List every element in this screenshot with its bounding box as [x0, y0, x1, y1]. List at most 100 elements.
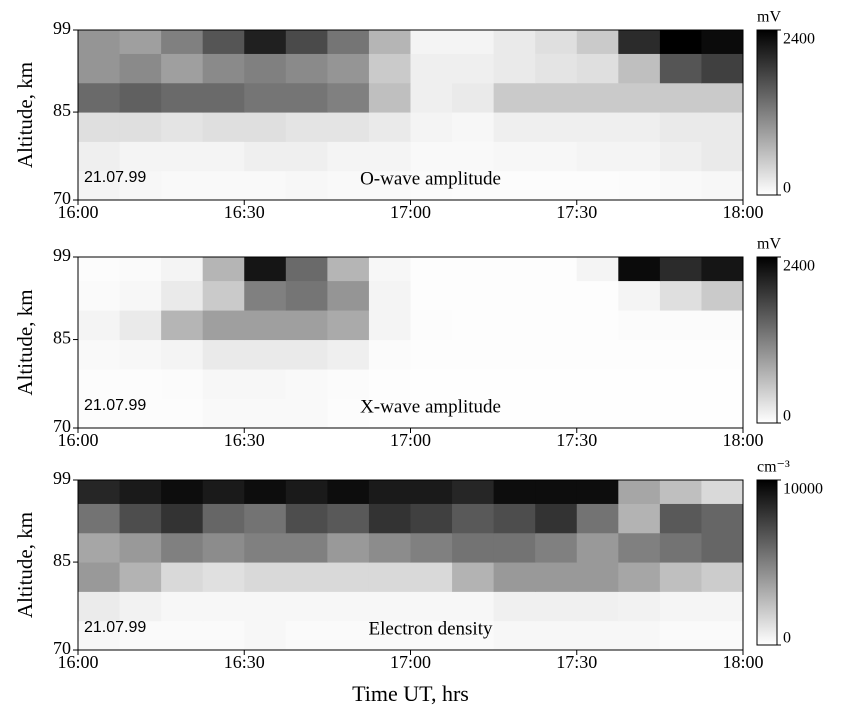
heatmap-cell	[535, 398, 578, 429]
heatmap-cell	[576, 398, 619, 429]
heatmap-cell	[119, 369, 162, 400]
panel-label: X-wave amplitude	[360, 396, 501, 417]
heatmap-cell	[368, 339, 411, 370]
heatmap-cell	[452, 503, 495, 534]
heatmap-cell	[119, 591, 162, 622]
heatmap-cell	[701, 398, 744, 429]
heatmap-cell	[410, 170, 453, 201]
heatmap-cell	[327, 532, 370, 563]
heatmap-cell	[493, 339, 536, 370]
heatmap-cell	[452, 591, 495, 622]
heatmap-cell	[701, 310, 744, 341]
x-tick-label: 16:30	[224, 430, 265, 450]
heatmap-cell	[119, 398, 162, 429]
heatmap-cell	[368, 369, 411, 400]
heatmap-cell	[285, 112, 328, 142]
heatmap-cell	[285, 339, 328, 370]
heatmap-cell	[535, 532, 578, 563]
heatmap-cell	[327, 82, 370, 113]
heatmap-cell	[452, 257, 495, 282]
x-tick-label: 17:00	[390, 652, 431, 672]
heatmap-cell	[659, 82, 702, 113]
heatmap-cell	[701, 141, 744, 172]
heatmap-cell	[244, 170, 287, 201]
heatmap-cell	[285, 620, 328, 651]
heatmap-cell	[327, 562, 370, 592]
heatmap-cell	[452, 310, 495, 341]
heatmap-cell	[285, 30, 328, 54]
heatmap-cell	[368, 82, 411, 113]
heatmap-cell	[659, 280, 702, 311]
x-tick-label: 16:00	[57, 202, 98, 222]
heatmap-cell	[410, 82, 453, 113]
x-tick-label: 17:30	[556, 652, 597, 672]
heatmap-cell	[410, 398, 453, 429]
colorbar-tick-label: 0	[783, 630, 791, 647]
heatmap-cell	[410, 112, 453, 142]
heatmap-cell	[576, 82, 619, 113]
heatmap-cell	[368, 112, 411, 142]
colorbar	[756, 29, 778, 196]
heatmap-cell	[618, 141, 661, 172]
heatmap-cell	[119, 339, 162, 370]
heatmap-cell	[368, 532, 411, 563]
heatmap-cell	[202, 503, 245, 534]
date-label: 21.07.99	[84, 397, 146, 414]
heatmap-cell	[244, 591, 287, 622]
heatmap-cell	[452, 339, 495, 370]
heatmap-cell	[119, 620, 162, 651]
heatmap-cell	[701, 591, 744, 622]
x-tick-label: 16:00	[57, 652, 98, 672]
heatmap-cell	[576, 141, 619, 172]
heatmap-cell	[493, 141, 536, 172]
heatmap-cell	[285, 480, 328, 504]
heatmap-cell	[410, 532, 453, 563]
heatmap-cell	[410, 30, 453, 54]
heatmap-cell	[659, 591, 702, 622]
heatmap-cell	[452, 112, 495, 142]
colorbar-tick-label: 0	[783, 180, 791, 197]
heatmap-cell	[119, 532, 162, 563]
heatmap-cell	[576, 30, 619, 54]
heatmap-cell	[452, 480, 495, 504]
heatmap-cell	[202, 591, 245, 622]
heatmap-cell	[327, 257, 370, 282]
heatmap-cell	[244, 141, 287, 172]
heatmap-cell	[493, 82, 536, 113]
heatmap-cell	[659, 112, 702, 142]
heatmap-cell	[452, 562, 495, 592]
heatmap-cell	[659, 532, 702, 563]
heatmap-cell	[119, 480, 162, 504]
heatmap-cell	[78, 532, 121, 563]
heatmap-cell	[452, 532, 495, 563]
heatmap-cell	[452, 82, 495, 113]
heatmap-cell	[78, 503, 121, 534]
heatmap-cell	[452, 170, 495, 201]
heatmap-cell	[119, 141, 162, 172]
heatmap-cell	[618, 339, 661, 370]
heatmap-cell	[327, 53, 370, 84]
heatmap-cell	[244, 53, 287, 84]
heatmap-cell	[701, 620, 744, 651]
y-axis-label: Altitude, km	[13, 289, 37, 395]
heatmap-cell	[119, 503, 162, 534]
heatmap-cell	[618, 398, 661, 429]
heatmap-cell	[161, 112, 204, 142]
heatmap-cell	[576, 369, 619, 400]
heatmap-cell	[78, 310, 121, 341]
heatmap-cell	[410, 591, 453, 622]
heatmap-cell	[535, 141, 578, 172]
heatmap-cell	[327, 620, 370, 651]
heatmap-cell	[244, 480, 287, 504]
heatmap-cell	[618, 280, 661, 311]
heatmap-cell	[202, 112, 245, 142]
heatmap-cell	[161, 339, 204, 370]
heatmap-cell	[368, 562, 411, 592]
x-tick-label: 16:00	[57, 430, 98, 450]
heatmap-cell	[368, 53, 411, 84]
panel-label: O-wave amplitude	[360, 168, 501, 189]
heatmap-cell	[202, 82, 245, 113]
heatmap-cell	[161, 280, 204, 311]
heatmap-cell	[368, 30, 411, 54]
heatmap-cell	[119, 170, 162, 201]
